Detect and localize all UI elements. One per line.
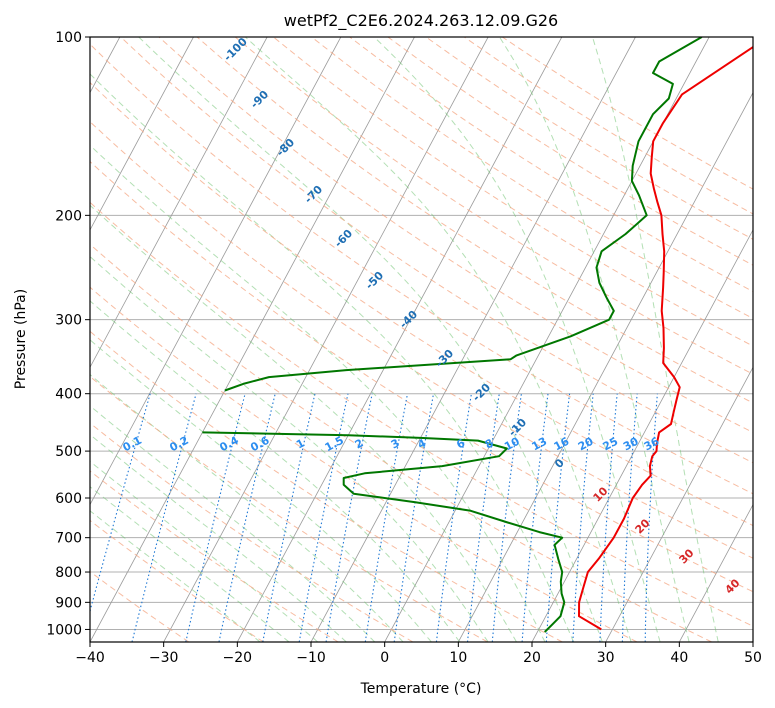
x-tick-label: −10 [296,650,326,666]
mixing-ratio-label: 25 [601,435,621,454]
dry-adiabat-line [90,422,414,642]
dry-adiabat-line [90,470,339,642]
dry-adiabat-line [273,37,753,347]
moist-adiabat-line [90,373,404,642]
x-tick-label: −40 [75,650,105,666]
dry-adiabat-line [158,37,753,434]
isotherm-line [163,37,489,642]
y-tick-label: 200 [55,208,82,224]
moist-adiabat-line [244,37,632,642]
y-axis-ticks: 100 200 300 400 500 600 700 800 900 1000 [46,30,90,638]
mixing-ratio-label: 13 [530,435,550,454]
mixing-ratio-line [393,393,435,642]
moist-adiabat-line [592,37,719,642]
y-tick-label: 300 [55,313,82,329]
dewpoint-profile-line [202,431,566,633]
y-tick-label: 700 [55,531,82,547]
mixing-ratio-line [131,393,197,642]
isotherm-line [678,503,753,642]
mixing-ratio-line [491,393,522,642]
moist-adiabat-line [90,433,347,642]
isotherm-line [531,229,753,642]
x-tick-label: −20 [223,650,253,666]
dry-adiabat-line [90,201,753,627]
chart-title: wetPf2_C2E6.2024.263.12.09.G26 [284,11,558,31]
y-tick-label: 900 [55,595,82,611]
dry-adiabat-line [90,375,488,642]
isotherm-line [605,366,753,642]
mixing-ratio-line [325,393,373,642]
mixing-ratio-label: 20 [576,435,596,454]
mixing-ratio-label: 10 [502,435,522,454]
moist-adiabat-line [90,144,546,642]
mixing-ratio-line [521,393,549,642]
x-tick-label: 40 [670,650,688,666]
dry-adiabat-line [120,37,753,464]
x-tick-label: 30 [597,650,615,666]
y-tick-label: 500 [55,444,82,460]
mixing-ratio-line [572,393,594,642]
dry-adiabats [90,37,753,642]
isotherm-line [236,37,563,642]
x-tick-label: 0 [380,650,389,666]
dry-adiabat-line [90,330,563,642]
dry-adiabat-line [311,37,753,320]
dry-adiabat-line [90,570,190,642]
moist-adiabat-line [499,37,690,642]
isotherm-line [90,37,415,642]
mixing-ratio-line [435,393,472,642]
moist-adiabat-line [138,37,603,642]
isotherm-gridlines [90,37,753,642]
dry-adiabat-line [90,243,712,642]
y-axis-label: Pressure (hPa) [13,289,29,389]
mixing-ratio-line [644,393,658,642]
x-tick-label: −30 [149,650,179,666]
mixing-ratio-line [90,393,151,614]
dry-adiabat-line [90,160,753,593]
mixing-ratio-line [262,393,316,642]
mixing-ratio-label: 36 [642,435,662,454]
mixing-ratio-line [545,393,571,642]
isotherm-line [90,37,194,231]
mixing-ratio-line [599,393,618,642]
isotherm-line [457,91,753,642]
mixing-ratio-lines [90,393,658,642]
dry-adiabat-line [90,286,638,642]
y-tick-label: 1000 [46,622,82,638]
mixing-ratio-line [298,393,349,642]
isotherm-line [90,37,268,369]
mixing-ratio-line [466,393,500,642]
dewpoint-profile-line [224,37,703,392]
plot-frame [89,36,754,643]
temperature-profile-line [578,45,753,631]
mixing-ratio-line [621,393,638,642]
x-axis-ticks: −40 −30 −20 −10 0 10 20 30 40 50 [75,642,762,666]
x-tick-label: 10 [449,650,467,666]
mixing-ratio-line [364,393,409,642]
sounding-profiles [202,37,753,633]
moist-adiabat-line [90,300,461,642]
mixing-ratio-line [185,393,246,642]
y-tick-label: 600 [55,491,82,507]
x-tick-label: 50 [744,650,762,666]
y-tick-label: 400 [55,387,82,403]
moist-adiabat-line [90,460,319,642]
plot-area: 0.1 0.2 0.4 0.6 1 1.5 2 3 4 6 8 10 13 16 20 25 30 36-100-… [90,37,753,642]
mixing-ratio-label: 16 [552,435,572,454]
isotherm-line [90,37,342,506]
y-tick-label: 800 [55,565,82,581]
moist-adiabat-line [90,339,432,642]
x-axis-label: Temperature (°C) [360,681,482,697]
moist-adiabat-line [90,405,376,642]
moist-adiabat-line [373,37,661,642]
x-tick-label: 20 [523,650,541,666]
dry-adiabat-line [90,43,753,495]
mixing-ratio-label: 30 [621,435,641,454]
mixing-ratio-line [218,393,276,642]
y-tick-label: 100 [55,30,82,46]
